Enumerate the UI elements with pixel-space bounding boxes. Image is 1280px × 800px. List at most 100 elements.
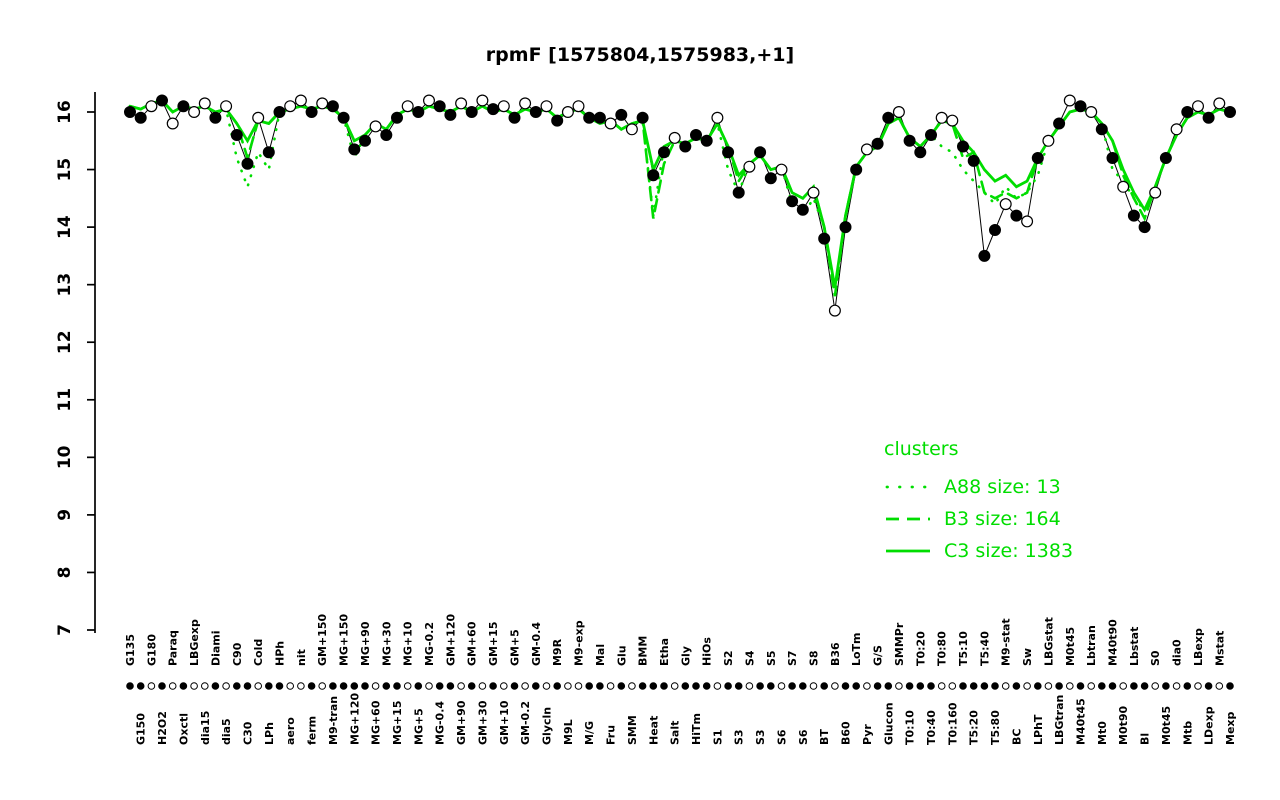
data-point-marker (401, 100, 414, 113)
data-point-marker (465, 105, 478, 118)
condition-marker (660, 682, 668, 690)
legend-entry-b3: B3 size: 164 (884, 503, 1073, 535)
data-point-marker (529, 105, 542, 118)
condition-marker (884, 682, 893, 690)
x-category-label: G135 (124, 634, 137, 666)
x-category-label: T5:80 (989, 710, 1002, 745)
x-category-label: C90 (231, 642, 244, 666)
condition-marker (1023, 682, 1031, 690)
x-category-label: GM+30 (476, 700, 489, 745)
data-point-marker (123, 105, 136, 118)
condition-marker (638, 682, 647, 690)
data-point-marker (860, 143, 873, 156)
data-point-marker (679, 140, 692, 153)
condition-marker (863, 682, 871, 690)
x-category-label: S5 (765, 650, 778, 666)
data-point-marker (1213, 97, 1226, 110)
legend-title: clusters (884, 438, 959, 460)
x-category-label: M40t45 (1074, 698, 1087, 745)
data-point-marker (775, 163, 788, 176)
data-point-marker (284, 100, 297, 113)
data-point-marker (1223, 105, 1236, 118)
condition-marker (1194, 682, 1202, 690)
legend-entry-a88: A88 size: 13 (884, 471, 1073, 503)
solid-line-icon (886, 549, 930, 553)
condition-marker (403, 682, 412, 690)
x-category-label: S4 (743, 650, 756, 666)
data-point-marker (294, 94, 307, 107)
condition-marker (628, 682, 636, 690)
data-point-marker (956, 140, 969, 153)
data-point-marker (166, 117, 179, 130)
condition-marker (532, 682, 540, 690)
condition-marker (339, 682, 348, 690)
data-point-marker (177, 100, 190, 113)
x-category-label: M/G (583, 721, 596, 745)
condition-marker (435, 682, 444, 690)
x-category-label: Sw (1021, 648, 1034, 666)
condition-marker (702, 682, 711, 690)
data-point-marker (967, 154, 980, 167)
condition-marker (756, 682, 764, 690)
x-category-label: BC (1010, 729, 1023, 745)
condition-marker (1055, 682, 1063, 690)
x-category-label: T0:20 (914, 631, 927, 666)
legend-entry-label: C3 size: 1383 (944, 539, 1074, 562)
data-point-marker (636, 111, 649, 124)
x-category-label: MG+15 (391, 701, 404, 746)
data-point-marker (1095, 123, 1108, 136)
x-category-label: M0t45 (1064, 627, 1077, 666)
condition-marker (222, 682, 230, 690)
x-category-label: Mexp (1224, 711, 1237, 745)
data-point-marker (850, 163, 863, 176)
condition-marker (329, 682, 337, 690)
x-category-label: B60 (840, 721, 853, 745)
dashed-line-icon (886, 517, 930, 521)
data-point-marker (732, 186, 745, 199)
condition-marker (414, 682, 423, 690)
data-point-marker (892, 105, 905, 118)
condition-marker (371, 682, 380, 690)
data-point-marker (764, 172, 777, 185)
data-point-marker (455, 97, 468, 110)
x-category-label: LDexp (1203, 706, 1216, 745)
condition-marker (158, 682, 166, 690)
data-point-marker (1181, 105, 1194, 118)
data-point-marker (615, 108, 628, 121)
x-category-label: MG+10 (402, 621, 415, 666)
x-category-label: S3 (733, 729, 746, 745)
condition-marker (211, 682, 220, 690)
x-category-label: M9-exp (573, 620, 586, 666)
condition-marker (937, 682, 946, 690)
data-point-marker (903, 134, 916, 147)
condition-marker (1162, 682, 1170, 690)
x-category-label: MG+60 (370, 700, 383, 745)
x-category-label: M9R (551, 638, 564, 666)
x-category-label: GM+10 (498, 700, 511, 745)
data-point-marker (1138, 221, 1151, 234)
condition-marker (713, 682, 722, 690)
x-category-label: SMMPr (893, 622, 906, 666)
x-category-label: MG+120 (348, 693, 361, 745)
data-point-marker (337, 111, 350, 124)
x-category-label: Glu (615, 645, 628, 666)
data-point-marker (241, 157, 254, 170)
condition-marker (1119, 682, 1127, 690)
data-point-marker (604, 117, 617, 130)
condition-marker (969, 682, 978, 690)
data-point-marker (1106, 152, 1119, 165)
cluster-line-b3 (128, 99, 1232, 297)
x-category-label: T0:80 (936, 631, 949, 666)
data-point-marker (1191, 100, 1204, 113)
condition-marker (510, 682, 519, 690)
legend-entry-label: B3 size: 164 (944, 507, 1061, 530)
condition-marker (350, 682, 359, 690)
x-category-label: GM-0.4 (530, 622, 543, 666)
data-point-marker (657, 146, 670, 159)
data-point-marker (252, 111, 265, 124)
condition-marker (500, 682, 508, 690)
data-point-marker (924, 129, 937, 142)
data-point-marker (700, 134, 713, 147)
condition-marker (681, 682, 690, 690)
